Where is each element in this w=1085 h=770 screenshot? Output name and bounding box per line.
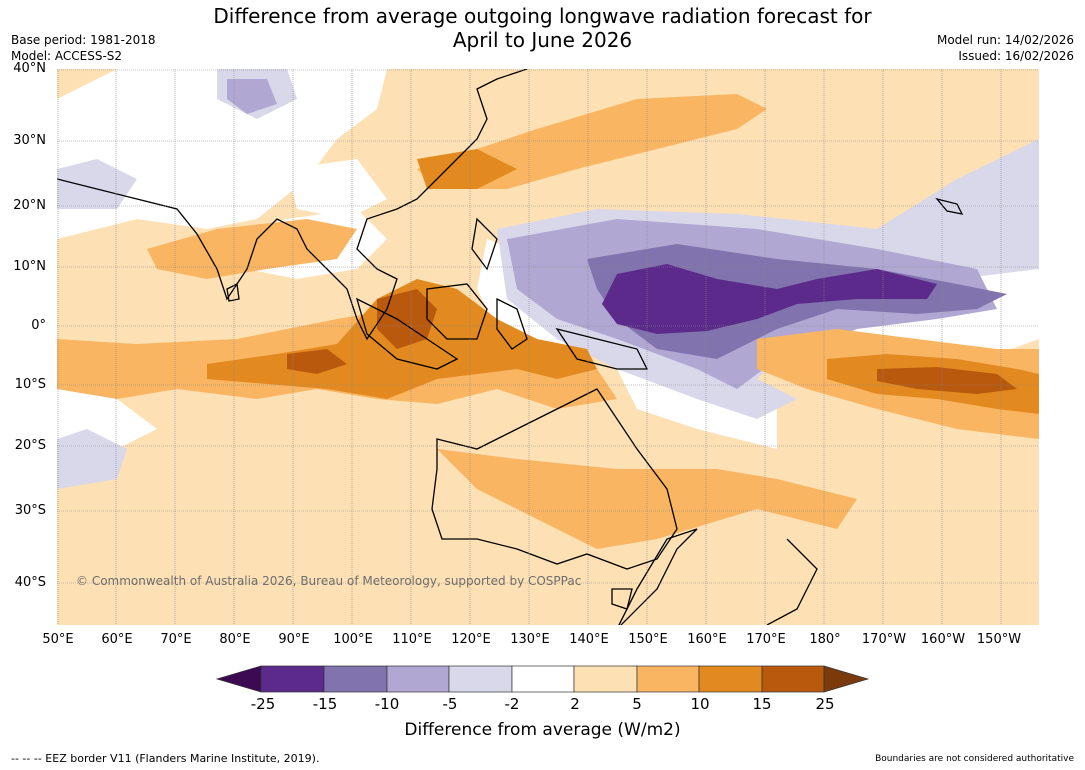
lon-label-120e: 120°E xyxy=(451,632,491,647)
lat-label-10s: 10°S xyxy=(14,377,46,392)
lon-label-110e: 110°E xyxy=(392,632,432,647)
base-period: Base period: 1981-2018 xyxy=(11,33,156,47)
lat-label-20n: 20°N xyxy=(13,198,46,213)
lat-label-20s: 20°S xyxy=(14,438,46,453)
lat-label-0: 0° xyxy=(31,318,46,333)
model-run: Model run: 14/02/2026 xyxy=(936,33,1074,47)
colorbar-segment xyxy=(761,665,825,693)
model-name: Model: ACCESS-S2 xyxy=(11,49,123,63)
lon-label-70e: 70°E xyxy=(160,632,192,647)
colorbar xyxy=(215,665,870,693)
colorbar-tick: 25 xyxy=(815,695,835,713)
colorbar-tick: -15 xyxy=(312,695,338,713)
anomaly-deep-purple xyxy=(602,264,937,334)
lat-label-40n: 40°N xyxy=(13,61,46,76)
lon-label-130e: 130°E xyxy=(510,632,550,647)
colorbar-segment xyxy=(386,665,450,693)
lat-label-30s: 30°S xyxy=(14,503,46,518)
eez-border-note: -- -- -- EEZ border V11 (Flanders Marine… xyxy=(11,752,320,765)
lon-label-90e: 90°E xyxy=(278,632,310,647)
map-panel xyxy=(57,69,1039,625)
lat-label-10n: 10°N xyxy=(13,259,46,274)
colorbar-tick: -2 xyxy=(504,695,520,713)
lon-label-170e: 170°E xyxy=(746,632,786,647)
lon-label-50e: 50°E xyxy=(42,632,74,647)
lon-label-160e: 160°E xyxy=(687,632,727,647)
copyright-text: © Commonwealth of Australia 2026, Bureau… xyxy=(76,574,582,588)
colorbar-tick: 10 xyxy=(690,695,710,713)
lat-label-30n: 30°N xyxy=(13,133,46,148)
colorbar-tick: 2 xyxy=(570,695,580,713)
issued-date: Issued: 16/02/2026 xyxy=(958,49,1074,63)
colorbar-segment xyxy=(215,665,262,693)
lon-label-140e: 140°E xyxy=(569,632,609,647)
colorbar-segment xyxy=(698,665,763,693)
colorbar-tick: -10 xyxy=(374,695,400,713)
colorbar-segment xyxy=(323,665,388,693)
anomaly-brown xyxy=(287,289,1017,394)
map-title: Difference from average outgoing longwav… xyxy=(213,4,872,52)
colorbar-tick: -25 xyxy=(250,695,276,713)
colorbar-segment xyxy=(573,665,638,693)
lon-label-150w: 150°W xyxy=(976,632,1022,647)
graticule xyxy=(57,69,1039,625)
lon-label-170w: 170°W xyxy=(861,632,907,647)
colorbar-segment xyxy=(636,665,700,693)
colorbar-tick: -5 xyxy=(442,695,458,713)
lon-label-100e: 100°E xyxy=(333,632,373,647)
colorbar-tick: 15 xyxy=(752,695,772,713)
map-canvas xyxy=(57,69,1039,625)
colorbar-tick: 5 xyxy=(632,695,642,713)
meta-left: Base period: 1981-2018 Model: ACCESS-S2 xyxy=(11,32,156,64)
colorbar-label: Difference from average (W/m2) xyxy=(404,720,681,740)
lon-label-80e: 80°E xyxy=(219,632,251,647)
lat-label-40s: 40°S xyxy=(14,575,46,590)
colorbar-segment xyxy=(823,665,870,693)
lon-label-150e: 150°E xyxy=(628,632,668,647)
lon-label-160w: 160°W xyxy=(920,632,966,647)
boundaries-disclaimer: Boundaries are not considered authoritat… xyxy=(875,754,1074,764)
colorbar-segment xyxy=(511,665,575,693)
meta-right: Model run: 14/02/2026 Issued: 16/02/2026 xyxy=(937,32,1074,64)
lon-label-60e: 60°E xyxy=(101,632,133,647)
colorbar-segment xyxy=(260,665,325,693)
colorbar-segment xyxy=(448,665,513,693)
lon-label-180: 180° xyxy=(809,632,841,647)
